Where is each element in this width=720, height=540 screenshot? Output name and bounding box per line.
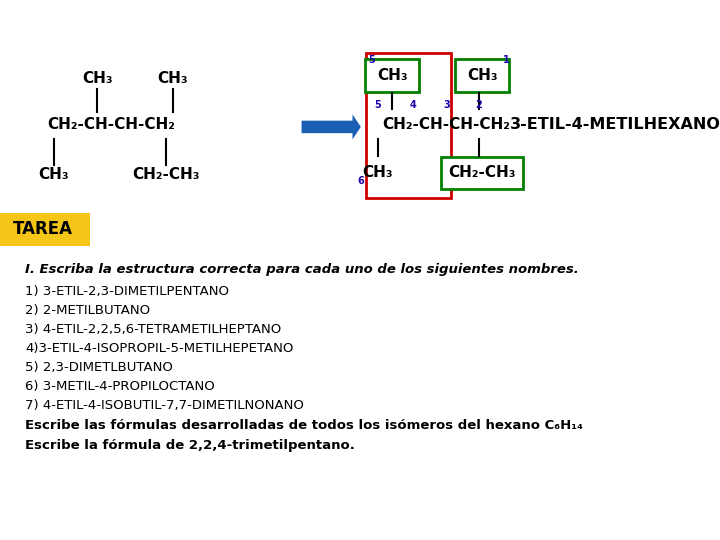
Text: 5) 2,3-DIMETLBUTANO: 5) 2,3-DIMETLBUTANO — [25, 361, 173, 374]
Text: CH₃: CH₃ — [363, 165, 393, 180]
Text: CH₂-CH₃: CH₂-CH₃ — [449, 165, 516, 180]
Text: 7) 4-ETIL-4-ISOBUTIL-7,7-DIMETILNONANO: 7) 4-ETIL-4-ISOBUTIL-7,7-DIMETILNONANO — [25, 399, 304, 411]
Text: 2) 2-METILBUTANO: 2) 2-METILBUTANO — [25, 304, 150, 317]
Text: CH₂-CH₃: CH₂-CH₃ — [132, 167, 199, 183]
Text: 6) 3-METIL-4-PROPILOCTANO: 6) 3-METIL-4-PROPILOCTANO — [25, 380, 215, 393]
Text: CH₂-CH-CH-CH₂: CH₂-CH-CH-CH₂ — [382, 117, 510, 132]
Text: TAREA: TAREA — [13, 220, 73, 239]
FancyBboxPatch shape — [441, 157, 523, 189]
Text: 1: 1 — [503, 55, 509, 65]
FancyBboxPatch shape — [0, 213, 90, 246]
Text: 3: 3 — [443, 100, 450, 110]
FancyBboxPatch shape — [366, 53, 451, 198]
Text: CH₃: CH₃ — [39, 167, 69, 183]
Text: 6: 6 — [358, 176, 364, 186]
Text: 4: 4 — [410, 100, 417, 110]
Text: CH₂-CH-CH-CH₂: CH₂-CH-CH-CH₂ — [48, 117, 176, 132]
Text: 4)3-ETIL-4-ISOPROPIL-5-METILHEPETANO: 4)3-ETIL-4-ISOPROPIL-5-METILHEPETANO — [25, 342, 294, 355]
Text: I. Escriba la estructura correcta para cada uno de los siguientes nombres.: I. Escriba la estructura correcta para c… — [25, 264, 579, 276]
FancyBboxPatch shape — [455, 59, 509, 92]
Text: Escribe las fórmulas desarrolladas de todos los isómeros del hexano C₆H₁₄: Escribe las fórmulas desarrolladas de to… — [25, 419, 583, 432]
Text: 5: 5 — [369, 55, 375, 65]
Text: 5: 5 — [374, 100, 382, 110]
Text: Escribe la fórmula de 2,2,4-trimetilpentano.: Escribe la fórmula de 2,2,4-trimetilpent… — [25, 439, 355, 452]
Text: CH₃: CH₃ — [158, 71, 188, 86]
Text: CH₃: CH₃ — [467, 68, 498, 83]
Text: CH₃: CH₃ — [82, 71, 112, 86]
FancyBboxPatch shape — [365, 59, 419, 92]
Text: 3) 4-ETIL-2,2,5,6-TETRAMETILHEPTANO: 3) 4-ETIL-2,2,5,6-TETRAMETILHEPTANO — [25, 323, 282, 336]
Text: 2: 2 — [475, 100, 482, 110]
Text: CH₃: CH₃ — [377, 68, 408, 83]
Text: 1) 3-ETIL-2,3-DIMETILPENTANO: 1) 3-ETIL-2,3-DIMETILPENTANO — [25, 285, 229, 298]
Text: 3-ETIL-4-METILHEXANO: 3-ETIL-4-METILHEXANO — [510, 117, 720, 132]
